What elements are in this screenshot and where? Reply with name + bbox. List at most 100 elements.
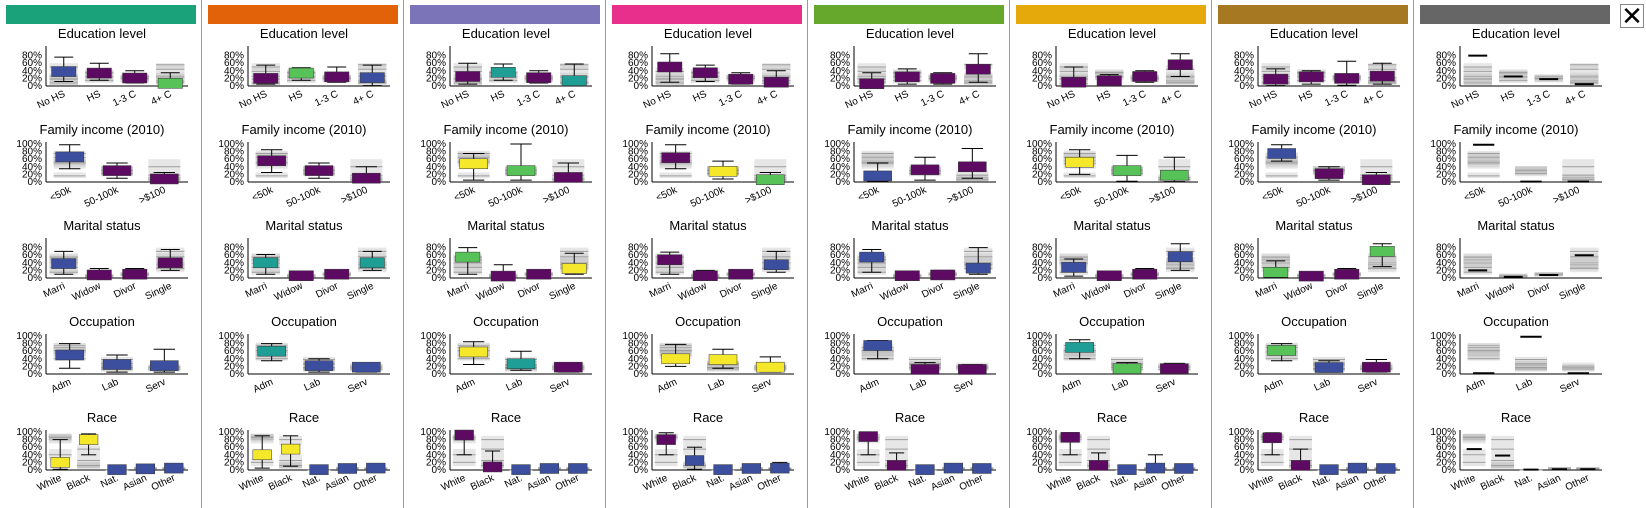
median-marker — [1065, 342, 1094, 353]
y-tick-label: 0% — [28, 273, 43, 284]
ghost-box — [655, 80, 684, 86]
median-marker — [1060, 432, 1080, 443]
y-tick-label: 80% — [1436, 147, 1456, 158]
y-tick-label: 20% — [1436, 169, 1456, 180]
median-marker — [863, 170, 892, 182]
x-tick-label: Asian — [525, 473, 552, 494]
x-tick-label: HS — [489, 89, 507, 105]
median-marker — [157, 257, 183, 269]
median-marker — [1263, 267, 1289, 278]
y-tick-label: 60% — [1032, 58, 1052, 69]
ghost-box — [1467, 155, 1500, 165]
ghost-box — [350, 159, 383, 171]
y-tick-label: 80% — [1032, 147, 1052, 158]
group-color-bar-1[interactable] — [6, 5, 196, 24]
ghost-box — [1515, 361, 1547, 369]
y-tick-label: 60% — [830, 58, 850, 69]
x-tick-label: Widow — [1485, 280, 1518, 303]
x-tick-label: Single — [346, 281, 376, 303]
median-marker — [459, 346, 488, 358]
group-color-bar-7[interactable] — [1218, 5, 1408, 24]
y-tick-label: 0% — [28, 369, 43, 380]
median-marker — [1167, 59, 1193, 70]
y-tick-label: 60% — [1436, 250, 1456, 261]
chart-title: Occupation — [69, 314, 135, 329]
y-tick-label: 60% — [426, 154, 446, 165]
y-tick-label: 80% — [628, 435, 648, 446]
median-marker — [1174, 463, 1194, 474]
median-marker — [1096, 270, 1122, 281]
median-marker — [164, 462, 184, 474]
x-tick-label: Adm — [1262, 377, 1285, 396]
x-tick-label: Lab — [504, 377, 524, 394]
x-tick-label: Widow — [71, 280, 104, 303]
x-tick-label: Nat. — [1513, 473, 1534, 491]
group-color-bar-2[interactable] — [208, 5, 398, 24]
y-tick-label: 100% — [1026, 139, 1052, 150]
y-tick-label: 40% — [22, 162, 42, 173]
x-tick-label: Serv — [1154, 377, 1177, 396]
x-tick-label: Nat. — [907, 473, 928, 491]
x-tick-label: HS — [1297, 89, 1315, 105]
median-marker — [756, 361, 785, 373]
x-tick-label: Lab — [302, 377, 322, 394]
y-tick-label: 60% — [830, 154, 850, 165]
median-marker — [304, 165, 334, 176]
y-tick-label: 80% — [830, 435, 850, 446]
y-tick-label: 60% — [1436, 346, 1456, 357]
y-tick-label: 80% — [628, 243, 648, 254]
median-marker — [858, 431, 878, 442]
ghost-box — [481, 445, 504, 455]
ghost-box — [481, 435, 504, 446]
median-marker — [257, 345, 286, 357]
group-color-bar-8[interactable] — [1420, 5, 1610, 24]
median-marker — [930, 73, 956, 84]
x-tick-label: Black — [873, 472, 901, 493]
median-marker — [1160, 363, 1189, 374]
y-tick-label: 40% — [628, 258, 648, 269]
x-tick-label: Asian — [929, 473, 956, 494]
x-tick-label: Black — [469, 472, 497, 493]
y-tick-label: 0% — [1038, 177, 1053, 188]
y-tick-label: 80% — [628, 51, 648, 62]
y-tick-label: 80% — [830, 339, 850, 350]
group-color-bar-5[interactable] — [814, 5, 1004, 24]
median-marker — [352, 361, 381, 373]
y-tick-label: 60% — [830, 250, 850, 261]
x-tick-label: Other — [958, 472, 986, 493]
group-color-bar-3[interactable] — [410, 5, 600, 24]
median-marker — [972, 463, 992, 474]
median-marker — [661, 353, 690, 365]
y-tick-label: 80% — [1436, 435, 1456, 446]
y-tick-label: 0% — [1038, 273, 1053, 284]
ghost-box — [1462, 433, 1486, 438]
y-tick-label: 20% — [426, 73, 446, 84]
y-tick-label: 0% — [28, 465, 43, 476]
x-tick-label: Serv — [952, 377, 975, 396]
median-marker — [1314, 168, 1344, 179]
x-tick-label: Single — [144, 281, 174, 303]
ghost-box — [1087, 435, 1110, 446]
median-marker — [252, 449, 272, 461]
chart-title: Family income (2010) — [40, 122, 165, 137]
chart-title: Family income (2010) — [848, 122, 973, 137]
x-tick-label: >$100 — [339, 185, 370, 207]
group-color-bar-4[interactable] — [612, 5, 802, 24]
median-marker — [1132, 71, 1158, 82]
ghost-box — [1261, 254, 1290, 263]
median-marker — [554, 172, 583, 183]
median-marker — [309, 464, 329, 475]
ghost-box — [1463, 253, 1492, 263]
y-tick-label: 40% — [22, 258, 42, 269]
median-marker — [51, 258, 77, 269]
y-tick-label: 100% — [16, 331, 42, 342]
close-button[interactable]: ✕ — [1620, 2, 1644, 30]
median-marker — [656, 434, 676, 445]
ghost-box — [885, 435, 908, 446]
column-separator — [1211, 0, 1212, 508]
y-tick-label: 0% — [230, 369, 245, 380]
group-color-bar-6[interactable] — [1016, 5, 1206, 24]
median-marker — [692, 67, 718, 78]
